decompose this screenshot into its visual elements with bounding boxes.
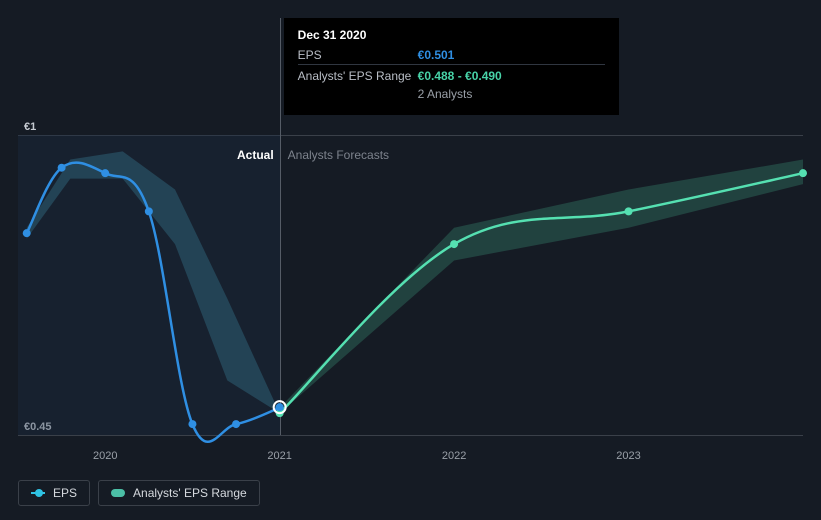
- tooltip-row-val-eps: €0.501: [418, 46, 605, 65]
- x-tick-2020: 2020: [93, 450, 117, 462]
- legend-swatch-eps: [31, 492, 45, 494]
- x-tick-2023: 2023: [616, 450, 640, 462]
- legend-item-eps[interactable]: EPS: [18, 480, 90, 506]
- gridline-bottom: [18, 435, 803, 436]
- plot-area[interactable]: [18, 135, 803, 435]
- x-tick-2021: 2021: [267, 450, 291, 462]
- tooltip-row-key-range: Analysts' EPS Range: [298, 65, 418, 86]
- tooltip-row-val-range: €0.488 - €0.490: [418, 65, 605, 86]
- tooltip-row-key-eps: EPS: [298, 46, 418, 65]
- tooltip-analyst-count: 2 Analysts: [418, 85, 605, 103]
- x-tick-2022: 2022: [442, 450, 466, 462]
- legend-item-range[interactable]: Analysts' EPS Range: [98, 480, 260, 506]
- tooltip: Dec 31 2020 EPS €0.501 Analysts' EPS Ran…: [284, 18, 619, 115]
- eps-forecast-chart: €1 €0.45 Actual Analysts Forecasts 2020 …: [0, 0, 821, 520]
- tooltip-date: Dec 31 2020: [298, 28, 605, 42]
- legend-label-range: Analysts' EPS Range: [133, 486, 247, 500]
- legend-label-eps: EPS: [53, 486, 77, 500]
- y-tick-label-top: €1: [24, 121, 36, 133]
- legend-swatch-range: [111, 489, 125, 497]
- legend: EPS Analysts' EPS Range: [18, 480, 260, 506]
